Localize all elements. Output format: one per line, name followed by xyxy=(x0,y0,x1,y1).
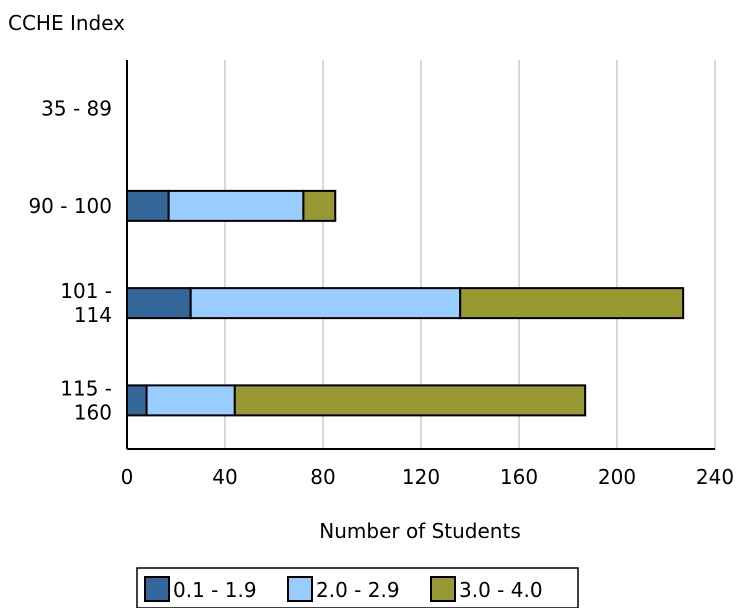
bar-segment xyxy=(302,189,337,222)
x-tick-label: 80 xyxy=(310,465,335,489)
x-tick-label: 0 xyxy=(121,465,134,489)
bars xyxy=(126,189,685,417)
legend-label: 0.1 - 1.9 xyxy=(173,578,257,602)
bar-segment xyxy=(233,384,587,417)
legend-label: 3.0 - 4.0 xyxy=(459,578,543,602)
x-axis-title: Number of Students xyxy=(319,519,520,543)
bar-segment xyxy=(189,287,462,320)
legend-box xyxy=(136,567,579,608)
legend-swatch xyxy=(287,576,313,602)
legend: 0.1 - 1.9 2.0 - 2.9 3.0 - 4.0 xyxy=(136,567,579,608)
y-axis-title: CCHE Index xyxy=(8,11,125,35)
bar-segment xyxy=(459,287,685,320)
y-tick-label: 115 -160 xyxy=(60,376,112,424)
y-tick-labels: 35 - 89 90 - 100 101 -114 115 -160 xyxy=(28,97,112,425)
legend-swatch xyxy=(144,576,170,602)
bar-segment xyxy=(167,189,305,222)
bar-segment xyxy=(145,384,236,417)
x-tick-label: 200 xyxy=(598,465,636,489)
y-tick-label: 90 - 100 xyxy=(28,194,112,218)
legend-swatch xyxy=(430,576,456,602)
x-tick-label: 160 xyxy=(500,465,538,489)
bar-segment xyxy=(126,287,192,320)
x-tick-label: 120 xyxy=(402,465,440,489)
x-tick-labels: 0 40 80 120 160 200 240 xyxy=(121,465,734,489)
bar-segment xyxy=(126,189,170,222)
axes xyxy=(126,60,715,450)
gridlines xyxy=(224,60,716,449)
x-tick-label: 40 xyxy=(212,465,237,489)
x-tick-label: 240 xyxy=(696,465,734,489)
y-tick-label: 101 -114 xyxy=(60,279,112,327)
legend-label: 2.0 - 2.9 xyxy=(316,578,400,602)
y-tick-label: 35 - 89 xyxy=(41,97,112,121)
bar-segment xyxy=(126,384,148,417)
